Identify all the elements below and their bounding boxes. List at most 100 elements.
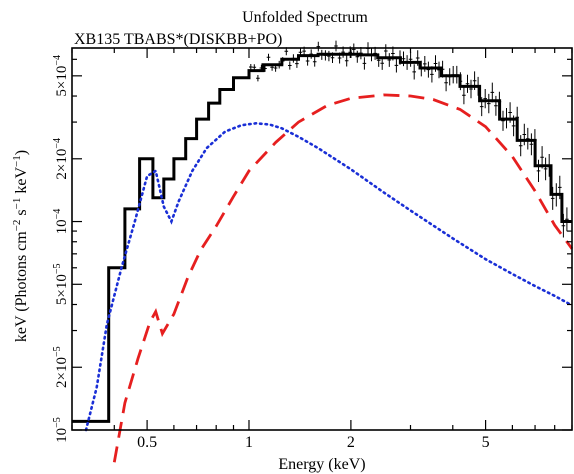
- x-tick-label: 1: [245, 434, 253, 451]
- data-point: [391, 46, 395, 61]
- data-point: [373, 46, 377, 60]
- x-tick-labels: 0.5 1 2 5: [137, 434, 490, 451]
- data-point: [337, 52, 342, 64]
- data-point: [330, 52, 335, 63]
- data-point: [270, 63, 274, 71]
- data-point: [561, 213, 566, 238]
- data-point: [476, 76, 480, 96]
- y-axis-label-sup: −1: [11, 155, 23, 167]
- data-point: [458, 72, 463, 91]
- x-tick-label: 5: [482, 434, 490, 451]
- data-point: [305, 56, 310, 66]
- data-point: [565, 207, 569, 232]
- data-point: [291, 54, 296, 63]
- data-point: [394, 58, 399, 73]
- data-point: [515, 106, 519, 128]
- data-points: [249, 40, 569, 238]
- data-point: [558, 175, 562, 200]
- data-point: [280, 57, 285, 65]
- y-axis-label: keV (Photons cm−2 s−1 keV−1): [11, 150, 30, 342]
- data-point: [387, 53, 392, 67]
- data-point: [529, 133, 534, 156]
- data-point: [263, 65, 267, 72]
- data-point: [419, 60, 424, 77]
- data-point: [554, 183, 559, 207]
- y-tick-label: 10−4: [52, 209, 70, 235]
- data-point: [273, 64, 278, 72]
- data-point: [312, 57, 317, 67]
- data-point: [259, 64, 264, 72]
- data-point: [479, 97, 484, 117]
- data-point: [490, 82, 495, 103]
- data-point: [380, 56, 384, 70]
- x-tick-label: 2: [347, 434, 355, 451]
- data-point: [455, 65, 459, 84]
- data-point: [444, 74, 448, 92]
- data-point: [359, 47, 363, 60]
- y-tick-label: 5×10−5: [52, 263, 70, 305]
- data-point: [384, 44, 388, 58]
- y-axis-label-part: keV: [13, 167, 30, 198]
- data-point: [487, 93, 491, 114]
- data-point: [376, 53, 381, 67]
- data-point: [408, 51, 413, 67]
- x-tick-label: 0.5: [137, 434, 157, 451]
- data-point: [440, 60, 445, 78]
- y-tick-label: 2×10−4: [52, 138, 70, 180]
- data-point: [501, 110, 505, 131]
- data-point: [352, 43, 356, 56]
- y-axis-label-sup: −2: [11, 220, 23, 232]
- data-point: [465, 74, 470, 93]
- series-diskbb: [84, 121, 572, 432]
- data-point: [249, 64, 253, 70]
- data-point: [550, 186, 555, 210]
- data-point: [298, 47, 303, 57]
- data-point: [536, 159, 541, 182]
- x-axis-label: Energy (keV): [278, 456, 365, 473]
- data-point: [288, 61, 292, 70]
- data-point: [320, 49, 324, 60]
- data-point: [256, 75, 260, 82]
- data-point: [266, 53, 271, 61]
- data-point: [504, 108, 509, 129]
- y-tick-label: 2×10−5: [52, 346, 70, 388]
- data-point: [451, 66, 455, 84]
- data-point: [401, 51, 406, 67]
- data-point: [547, 154, 551, 177]
- data-point: [323, 50, 328, 61]
- axis-ticks: [71, 48, 573, 431]
- data-point: [316, 41, 321, 52]
- data-point: [533, 129, 537, 152]
- plot-series: [72, 52, 574, 463]
- data-point: [447, 68, 452, 86]
- y-tick-labels: 10−5 2×10−5 5×10−5 10−4 2×10−4 5×10−4: [52, 55, 70, 443]
- chart-title: Unfolded Spectrum: [242, 9, 368, 26]
- data-point: [369, 48, 374, 62]
- y-axis-label-part: ): [13, 150, 30, 155]
- data-point: [472, 71, 477, 90]
- y-axis-label-sup: −1: [11, 198, 23, 210]
- data-point: [309, 49, 313, 59]
- data-point: [252, 64, 257, 71]
- y-axis-label-part: keV (Photons cm: [13, 231, 30, 342]
- data-point: [327, 50, 331, 62]
- data-point: [483, 89, 487, 109]
- data-point: [526, 127, 530, 150]
- data-point: [277, 60, 281, 69]
- y-tick-label: 10−5: [52, 417, 70, 443]
- chart-subtitle: XB135 TBABS*(DISKBB+PO): [74, 31, 282, 48]
- data-point: [398, 50, 402, 65]
- series-powerlaw: [112, 93, 574, 463]
- data-point: [412, 64, 416, 80]
- data-point: [362, 57, 367, 70]
- y-axis-label-part: s: [13, 209, 30, 219]
- data-point: [415, 50, 420, 66]
- data-point: [433, 55, 438, 72]
- data-point: [494, 95, 498, 116]
- y-tick-label: 5×10−4: [52, 55, 70, 97]
- data-point: [430, 66, 434, 83]
- data-point: [497, 91, 502, 112]
- data-point: [518, 135, 523, 157]
- data-point: [334, 40, 338, 52]
